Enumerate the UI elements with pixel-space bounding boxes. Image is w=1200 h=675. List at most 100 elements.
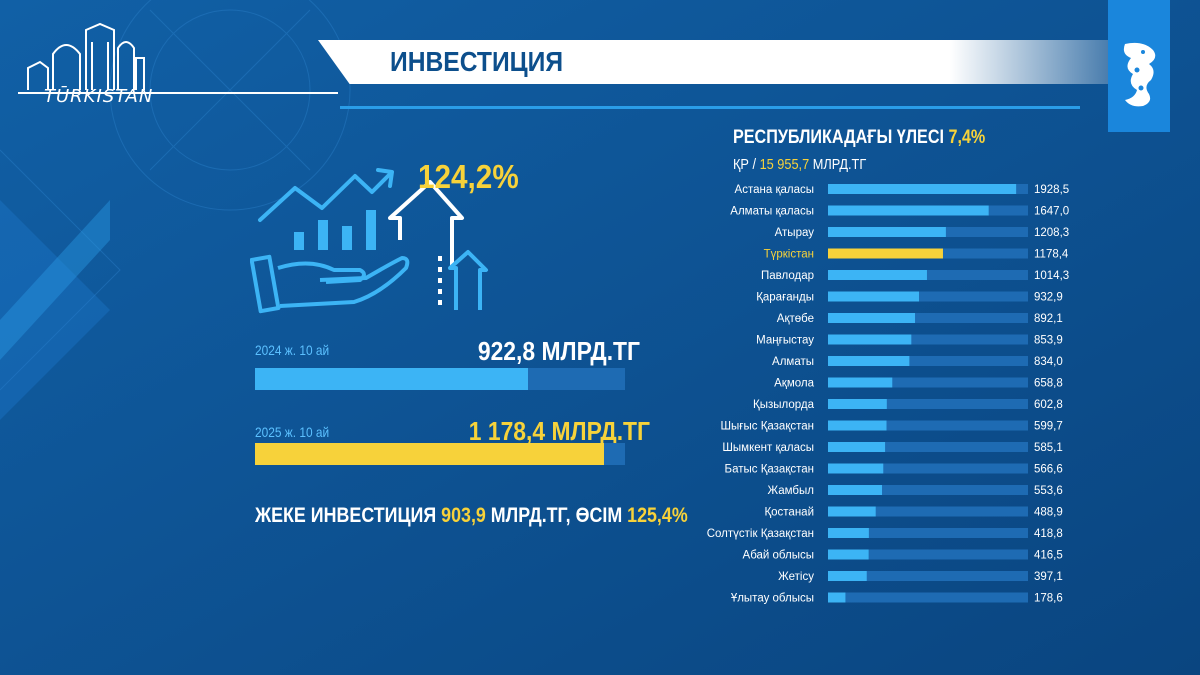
year-2024-bar-track — [255, 368, 625, 390]
category-label: Ұлытау облысы — [731, 593, 814, 605]
bar-track — [828, 313, 1028, 323]
value-label: 397,1 — [1034, 571, 1063, 583]
year-2024-bar — [255, 368, 529, 390]
total-value: 15 955,7 — [759, 156, 810, 173]
chart-bar — [828, 506, 876, 517]
category-label: Түркістан — [764, 249, 814, 261]
category-label: Солтүстік Қазақстан — [707, 528, 814, 540]
chart-bar — [828, 184, 1017, 194]
chart-bar — [828, 528, 869, 538]
bar-track — [828, 270, 1028, 280]
category-label: Астана қаласы — [735, 184, 814, 196]
category-label: Шығыс Қазақстан — [720, 421, 814, 433]
category-label: Жетісу — [778, 571, 814, 583]
private-prefix: ЖЕКЕ ИНВЕСТИЦИЯ — [255, 504, 442, 527]
category-label: Қарағанды — [756, 292, 814, 304]
value-label: 1178,4 — [1034, 249, 1069, 261]
bar-track — [828, 506, 1028, 517]
bar-track — [828, 334, 1028, 345]
category-label: Алматы — [772, 356, 814, 368]
logo-text: TŪRKISTAN — [44, 86, 154, 107]
total-unit: МЛРД.ТГ — [809, 156, 867, 173]
share-value: 7,4% — [948, 127, 986, 148]
category-label: Абай облысы — [743, 550, 814, 562]
chart-bar — [828, 248, 943, 259]
value-label: 418,8 — [1034, 528, 1063, 540]
bar-track — [828, 592, 1028, 603]
chart-bar — [828, 549, 869, 560]
value-label: 932,9 — [1034, 292, 1063, 304]
turkistan-logo — [27, 22, 145, 90]
chart-bar — [828, 270, 927, 280]
bar-track — [828, 463, 1028, 474]
chart-bar — [828, 420, 887, 431]
category-label: Алматы қаласы — [730, 206, 814, 218]
investment-growth-icon — [250, 168, 488, 314]
chart-bar — [828, 485, 883, 495]
republic-total: ҚР / 15 955,7 МЛРД.ТГ — [733, 156, 866, 173]
value-label: 658,8 — [1034, 378, 1063, 390]
value-label: 416,5 — [1034, 550, 1063, 562]
category-label: Атырау — [775, 227, 815, 239]
page-title: ИНВЕСТИЦИЯ — [390, 46, 564, 77]
value-label: 488,9 — [1034, 507, 1063, 519]
category-label: Ақмола — [774, 378, 814, 390]
bar-track — [828, 377, 1028, 388]
bar-track — [828, 420, 1028, 431]
header-line — [18, 92, 338, 94]
republic-share-title: РЕСПУБЛИКАДАҒЫ ҮЛЕСІ 7,4% — [733, 127, 985, 149]
title-underline — [340, 106, 1080, 109]
total-prefix: ҚР / — [733, 156, 760, 173]
value-label: 892,1 — [1034, 313, 1063, 325]
chart-bar — [828, 592, 846, 603]
snow-leopard-emblem-icon — [1123, 42, 1156, 107]
value-label: 566,6 — [1034, 464, 1063, 476]
year-2025-value: 1 178,4 МЛРД.ТГ — [468, 416, 650, 446]
bar-track — [828, 485, 1028, 495]
value-label: 853,9 — [1034, 335, 1063, 347]
title-banner — [318, 40, 1108, 84]
year-2025-label: 2025 ж. 10 ай — [255, 424, 330, 440]
private-investment-line: ЖЕКЕ ИНВЕСТИЦИЯ 903,9 МЛРД.ТГ, ӨСІМ 125,… — [255, 504, 688, 528]
category-label: Қостанай — [764, 507, 814, 519]
chart-bar — [828, 377, 893, 388]
year-2024-label: 2024 ж. 10 ай — [255, 342, 330, 358]
year-2025-bar — [255, 443, 604, 465]
bar-track — [828, 399, 1028, 409]
private-mid: МЛРД.ТГ, ӨСІМ — [485, 504, 628, 527]
chart-bar — [828, 205, 989, 216]
category-label: Ақтөбе — [777, 313, 814, 325]
chart-bar — [828, 571, 867, 581]
value-label: 1647,0 — [1034, 206, 1069, 218]
value-label: 1928,5 — [1034, 184, 1069, 196]
bar-track — [828, 549, 1028, 560]
category-label: Маңғыстау — [756, 335, 814, 347]
value-label: 1208,3 — [1034, 227, 1069, 239]
value-label: 585,1 — [1034, 442, 1063, 454]
chart-bar — [828, 399, 887, 409]
chart-bar — [828, 227, 946, 237]
private-value: 903,9 — [441, 504, 486, 527]
chart-bar — [828, 356, 910, 366]
bar-track — [828, 356, 1028, 366]
private-growth: 125,4% — [627, 504, 688, 527]
value-label: 834,0 — [1034, 356, 1063, 368]
chart-bar — [828, 442, 886, 452]
value-label: 553,6 — [1034, 485, 1063, 497]
growth-percentage: 124,2% — [418, 158, 519, 195]
chart-bar — [828, 463, 884, 474]
bar-track — [828, 528, 1028, 538]
value-label: 599,7 — [1034, 421, 1063, 433]
bar-track — [828, 571, 1028, 581]
chart-bar — [828, 291, 920, 302]
category-label: Қызылорда — [753, 399, 815, 411]
chart-bar — [828, 313, 916, 323]
year-2024-value: 922,8 МЛРД.ТГ — [477, 336, 640, 366]
bar-track — [828, 442, 1028, 452]
bar-track — [828, 291, 1028, 302]
category-label: Батыс Қазақстан — [725, 464, 814, 476]
share-prefix: РЕСПУБЛИКАДАҒЫ ҮЛЕСІ — [733, 127, 949, 148]
regional-investment-chart: Астана қаласы 1928,5 Алматы қаласы 1647,0 Ат… — [707, 184, 1069, 605]
category-label: Шымкент қаласы — [722, 442, 814, 454]
category-label: Павлодар — [761, 270, 814, 282]
